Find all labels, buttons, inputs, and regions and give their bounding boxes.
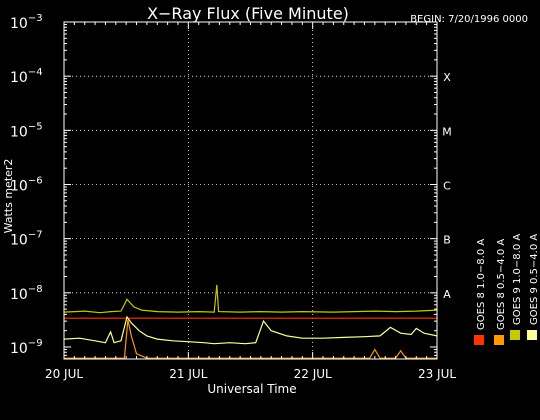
legend-label: GOES 8 1.0−8.0 A [476,239,487,330]
y-tick-label: 10−5 [10,121,43,140]
flare-class-x: X [443,71,451,84]
chart-title: X−Ray Flux (Five Minute) [147,4,349,23]
x-tick-label: 21 JUL [169,367,207,381]
plot-area [63,21,438,360]
legend-swatch [494,335,504,345]
legend-label: GOES 9 1.0−8.0 A [512,234,523,325]
y-tick-label: 10−4 [10,67,43,86]
x-tick-label: 22 JUL [294,367,332,381]
x-tick-label: 20 JUL [45,367,83,381]
legend-item-3: GOES 9 1.0−8.0 A [510,234,523,340]
flare-class-labels: X M C B A [442,71,452,301]
legend: GOES 8 1.0−8.0 A GOES 8 0.5−4.0 A GOES 9 1… [474,234,540,345]
flare-class-c: C [443,179,451,192]
flare-class-b: B [443,234,451,247]
series-line-2 [64,319,437,359]
y-tick-label: 10−3 [10,13,43,32]
x-axis-label: Universal Time [207,382,296,396]
begin-date-label: BEGIN: 7/20/1996 0000 [410,14,528,25]
legend-item-4: GOES 9 0.5−4.0 A [527,234,540,340]
y-axis-ticks: 10−3 10−4 10−5 10−6 10−7 10−8 10−9 [10,13,437,360]
legend-swatch [474,335,484,345]
plot-frame [63,21,438,360]
series-line-3 [64,284,437,314]
legend-swatch [510,330,520,340]
x-tick-label: 23 JUL [418,367,456,381]
series-line-4 [64,315,437,345]
legend-label: GOES 9 0.5−4.0 A [529,234,540,325]
legend-label: GOES 8 0.5−4.0 A [496,239,507,330]
x-axis-ticks: 20 JUL 21 JUL 22 JUL 23 JUL [45,22,456,381]
y-axis-label: Watts meter2 [2,159,15,234]
legend-swatch [527,330,537,340]
y-tick-label: 10−6 [10,175,43,194]
y-tick-label: 10−7 [10,230,43,249]
y-tick-label: 10−9 [10,338,43,357]
flare-class-a: A [443,288,451,301]
y-tick-label: 10−8 [10,284,43,303]
flare-class-m: M [442,125,452,138]
legend-item-1: GOES 8 1.0−8.0 A [474,239,487,345]
legend-item-2: GOES 8 0.5−4.0 A [494,239,507,345]
